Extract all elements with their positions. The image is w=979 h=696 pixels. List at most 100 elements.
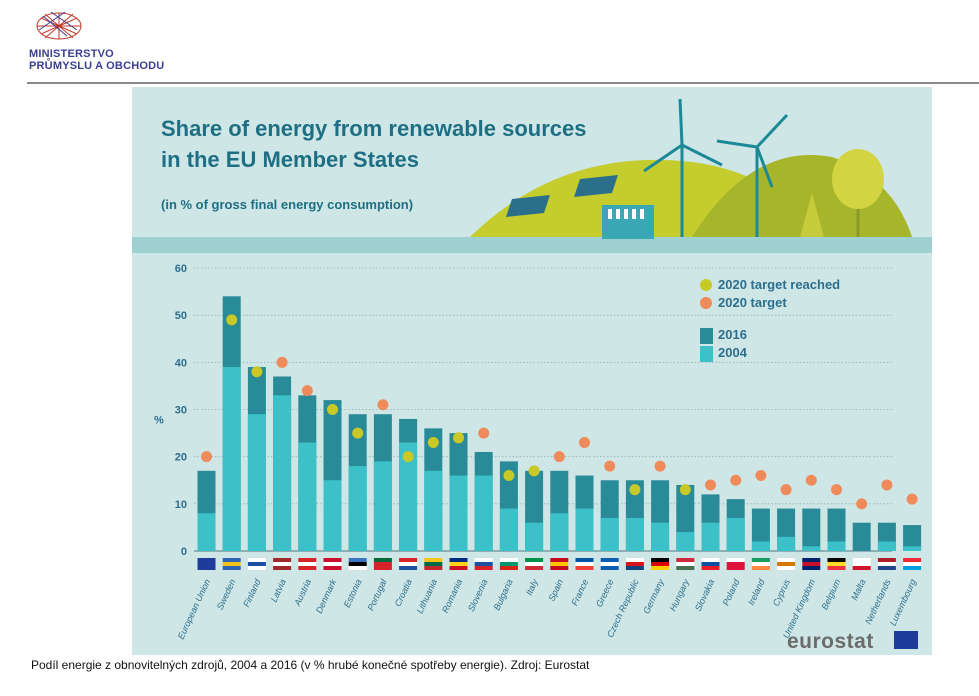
flag-icon <box>550 558 569 570</box>
landscape-illustration <box>132 98 932 253</box>
bar-2004 <box>348 466 367 551</box>
ministry-name: MINISTERSTVO PRŮMYSLU A OBCHODU <box>29 48 164 72</box>
bar-2004 <box>877 541 896 551</box>
bar-2004 <box>323 480 342 551</box>
x-tick-label: Italy <box>524 577 540 597</box>
tree-icon <box>800 149 884 237</box>
x-tick-label: Portugal <box>365 577 389 613</box>
flag-icon <box>298 558 317 570</box>
flags <box>197 558 922 570</box>
bar-2004 <box>474 475 493 551</box>
x-tick-label: Belgium <box>820 577 843 611</box>
flag-icon <box>676 558 695 570</box>
flag-icon <box>373 558 392 570</box>
x-tick-label: Malta <box>849 578 867 602</box>
bar-2004 <box>903 546 922 551</box>
bar-2004 <box>197 513 216 551</box>
flag-icon <box>827 558 846 570</box>
bar-2004 <box>600 517 619 551</box>
bar-2004 <box>726 517 745 551</box>
target-marker <box>377 399 389 411</box>
target-marker <box>654 460 666 472</box>
target-reached-marker <box>226 314 238 326</box>
figure-caption: Podíl energie z obnovitelných zdrojů, 20… <box>31 658 590 672</box>
logo-line-1: MINISTERSTVO <box>29 48 114 60</box>
legend-label: 2016 <box>718 327 747 342</box>
bar-2004 <box>222 367 241 551</box>
flag-icon <box>651 558 670 570</box>
target-marker <box>301 385 313 397</box>
x-tick-label: Netherlands <box>863 577 893 626</box>
x-tick-label: European Union <box>176 578 213 641</box>
flag-icon <box>575 558 594 570</box>
target-marker <box>579 437 590 449</box>
flag-icon <box>802 558 821 570</box>
y-tick-label: 30 <box>175 405 187 417</box>
x-tick-label: Bulgaria <box>492 578 515 612</box>
x-tick-label: Lithuania <box>415 578 440 615</box>
bars <box>197 296 922 551</box>
bar-2004 <box>625 517 644 551</box>
flag-icon <box>525 558 544 570</box>
flag-icon <box>348 558 367 570</box>
bar-2004 <box>525 522 544 551</box>
target-marker <box>881 479 893 491</box>
eu-flag-icon <box>894 631 918 649</box>
x-tick-label: Cyprus <box>771 577 792 608</box>
bar-2004 <box>499 508 518 551</box>
x-tick-label: Spain <box>546 578 565 603</box>
bar-2004 <box>802 546 821 551</box>
x-tick-label: Germany <box>641 577 666 615</box>
header-divider <box>27 82 979 84</box>
flag-icon <box>625 558 644 570</box>
bar-2016 <box>802 508 821 551</box>
flag-icon <box>424 558 443 570</box>
flag-icon <box>197 558 216 570</box>
flag-icon <box>449 558 468 570</box>
bar-2004 <box>701 522 720 551</box>
bar-2004 <box>777 536 796 551</box>
flag-icon <box>751 558 770 570</box>
bar-2004 <box>273 395 292 551</box>
x-tick-label: Slovakia <box>693 578 716 613</box>
bar-2016 <box>827 508 846 551</box>
target-marker <box>604 460 616 472</box>
flag-icon <box>222 558 241 570</box>
chart-title: Share of energy from renewable sources i… <box>161 113 621 175</box>
x-tick-label: Sweden <box>215 578 238 612</box>
legend-label: 2004 <box>718 345 747 360</box>
chart-canvas: 0 10 20 30 40 50 60 % European Union Sweden Finl… <box>132 98 932 641</box>
chart-subtitle: (in % of gross final energy consumption) <box>161 197 414 212</box>
ministry-logo-icon <box>36 11 82 40</box>
x-tick-label: France <box>569 578 590 608</box>
target-marker <box>831 484 842 496</box>
wind-turbine-icon <box>643 98 789 237</box>
flag-icon <box>474 558 493 570</box>
logo-line-2: PRŮMYSLU A OBCHODU <box>29 60 165 72</box>
bar-2004 <box>550 513 569 551</box>
legend-target: 2020 target <box>700 294 840 312</box>
target-marker <box>856 498 868 510</box>
bar-2004 <box>399 442 418 551</box>
target-marker <box>755 470 767 482</box>
flag-icon <box>247 558 266 570</box>
legend-swatch-icon <box>700 346 713 362</box>
bar-2004 <box>424 470 443 551</box>
flag-icon <box>877 558 896 570</box>
y-tick-label: 20 <box>175 452 187 464</box>
solar-panel-icon <box>506 175 618 217</box>
target-marker <box>906 493 918 505</box>
legend-swatch-icon <box>700 328 713 344</box>
bar-2004 <box>449 475 468 551</box>
target-marker <box>478 427 490 439</box>
x-tick-label: Romania <box>440 578 464 615</box>
eurostat-logo: eurostat <box>787 630 874 653</box>
target-reached-marker <box>629 484 641 496</box>
legend-label: 2020 target reached <box>718 277 841 292</box>
x-tick-label: Croatia <box>393 578 414 609</box>
target-marker <box>276 356 288 368</box>
flag-icon <box>323 558 342 570</box>
legend-dot-icon <box>700 297 712 309</box>
flag-icon <box>726 558 745 570</box>
x-tick-label: Ireland <box>746 577 767 607</box>
